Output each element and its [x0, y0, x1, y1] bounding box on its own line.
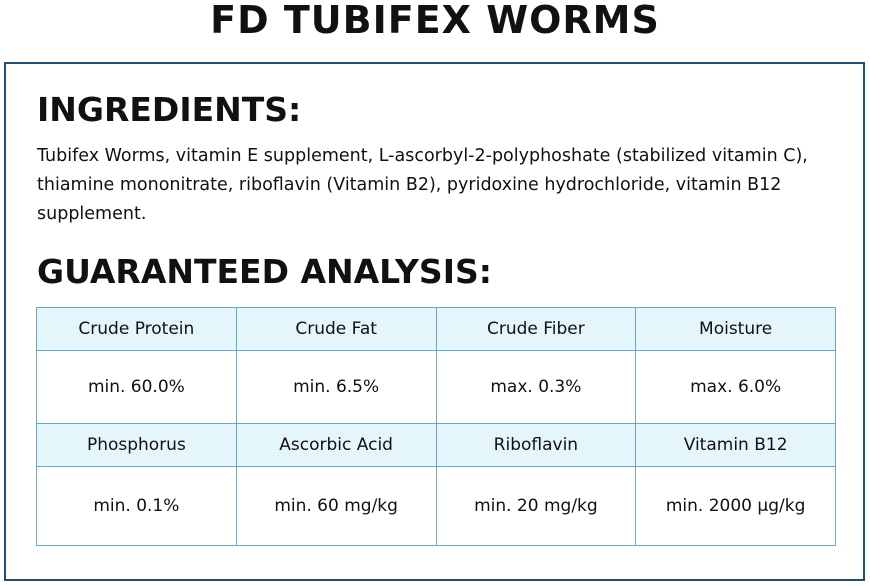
- analysis-table: Crude Protein Crude Fat Crude Fiber Moistur…: [36, 307, 836, 546]
- nutrient-name: Crude Fiber: [435, 307, 637, 351]
- nutrient-value: max. 0.3%: [435, 350, 637, 424]
- nutrient-value: min. 2000 µg/kg: [635, 466, 836, 546]
- nutrient-value: min. 60 mg/kg: [235, 466, 437, 546]
- value-row: min. 60.0% min. 6.5% max. 0.3% max. 6.0%: [36, 350, 836, 424]
- nutrient-name: Vitamin B12: [635, 423, 836, 467]
- info-panel: INGREDIENTS: Tubifex Worms, vitamin E su…: [4, 62, 865, 581]
- nutrient-value: max. 6.0%: [635, 350, 836, 424]
- nutrient-name: Moisture: [635, 307, 836, 351]
- nutrient-value: min. 60.0%: [36, 350, 237, 424]
- header-row: Phosphorus Ascorbic Acid Riboflavin Vitamin…: [36, 423, 836, 467]
- nutrient-value: min. 6.5%: [235, 350, 437, 424]
- ingredients-heading: INGREDIENTS:: [37, 90, 302, 129]
- nutrient-name: Crude Fat: [235, 307, 437, 351]
- title: FD TUBIFEX WORMS: [210, 0, 660, 42]
- nutrient-name: Riboflavin: [435, 423, 637, 467]
- analysis-heading: GUARANTEED ANALYSIS:: [37, 252, 492, 291]
- nutrient-value: min. 0.1%: [36, 466, 237, 546]
- nutrient-name: Crude Protein: [36, 307, 237, 351]
- nutrient-name: Phosphorus: [36, 423, 237, 467]
- nutrient-name: Ascorbic Acid: [235, 423, 437, 467]
- nutrient-value: min. 20 mg/kg: [435, 466, 637, 546]
- header-row: Crude Protein Crude Fat Crude Fiber Moistur…: [36, 307, 836, 351]
- value-row: min. 0.1% min. 60 mg/kg min. 20 mg/kg min. …: [36, 466, 836, 546]
- ingredients-text: Tubifex Worms, vitamin E supplement, L-a…: [37, 146, 808, 224]
